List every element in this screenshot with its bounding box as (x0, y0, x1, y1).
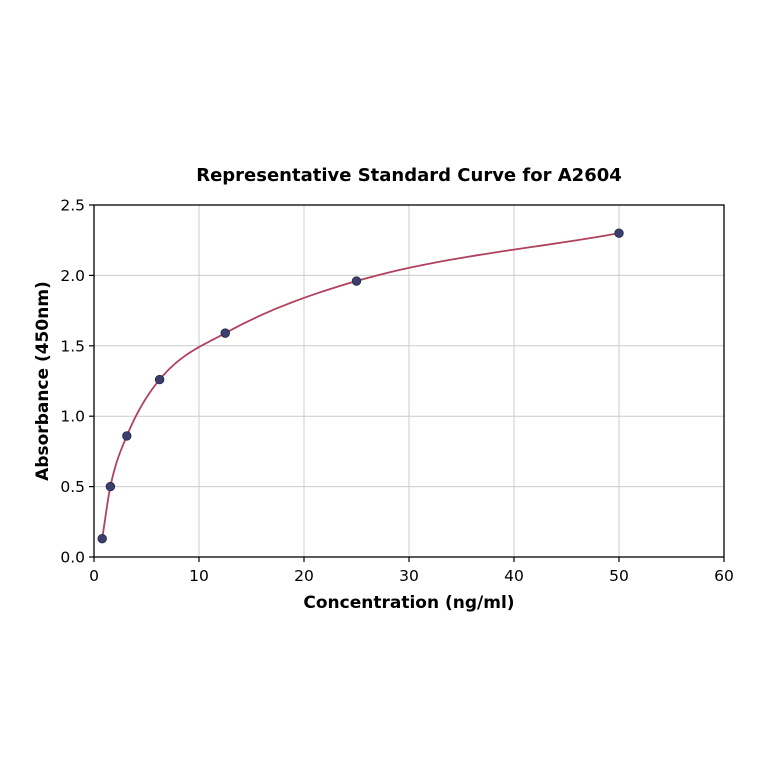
y-tick-label: 1.5 (60, 337, 85, 355)
data-point (97, 533, 107, 544)
chart-title: Representative Standard Curve for A2604 (196, 165, 622, 186)
x-tick-label: 20 (294, 567, 314, 585)
grid-lines (93, 204, 725, 558)
x-tick-label: 40 (504, 567, 524, 585)
y-tick-label: 2.0 (60, 267, 85, 285)
data-point (220, 328, 230, 338)
data-point (154, 374, 165, 385)
data-point (122, 431, 132, 441)
y-tick-label: 0.5 (60, 478, 85, 496)
x-tick-label: 30 (399, 567, 419, 585)
x-tick-label: 10 (189, 567, 209, 585)
axis-tick-labels: 0 10 20 30 40 50 60 0.0 0.5 1.0 1.5 2.0 2.5 (60, 197, 734, 586)
x-tick-label: 0 (89, 567, 99, 585)
data-point (105, 481, 116, 492)
data-point (351, 276, 362, 286)
x-tick-label: 50 (609, 567, 629, 585)
x-tick-label: 60 (714, 567, 734, 585)
y-tick-label: 2.5 (60, 197, 85, 215)
data-point-markers (97, 228, 624, 544)
y-axis-label: Absorbance (450nm) (33, 281, 53, 481)
plot-area-border (93, 204, 725, 558)
x-axis-label: Concentration (ng/ml) (303, 593, 514, 613)
y-tick-label: 1.0 (60, 408, 85, 426)
axis-ticks (89, 204, 725, 562)
y-tick-label: 0.0 (60, 549, 85, 567)
data-point (614, 228, 624, 238)
